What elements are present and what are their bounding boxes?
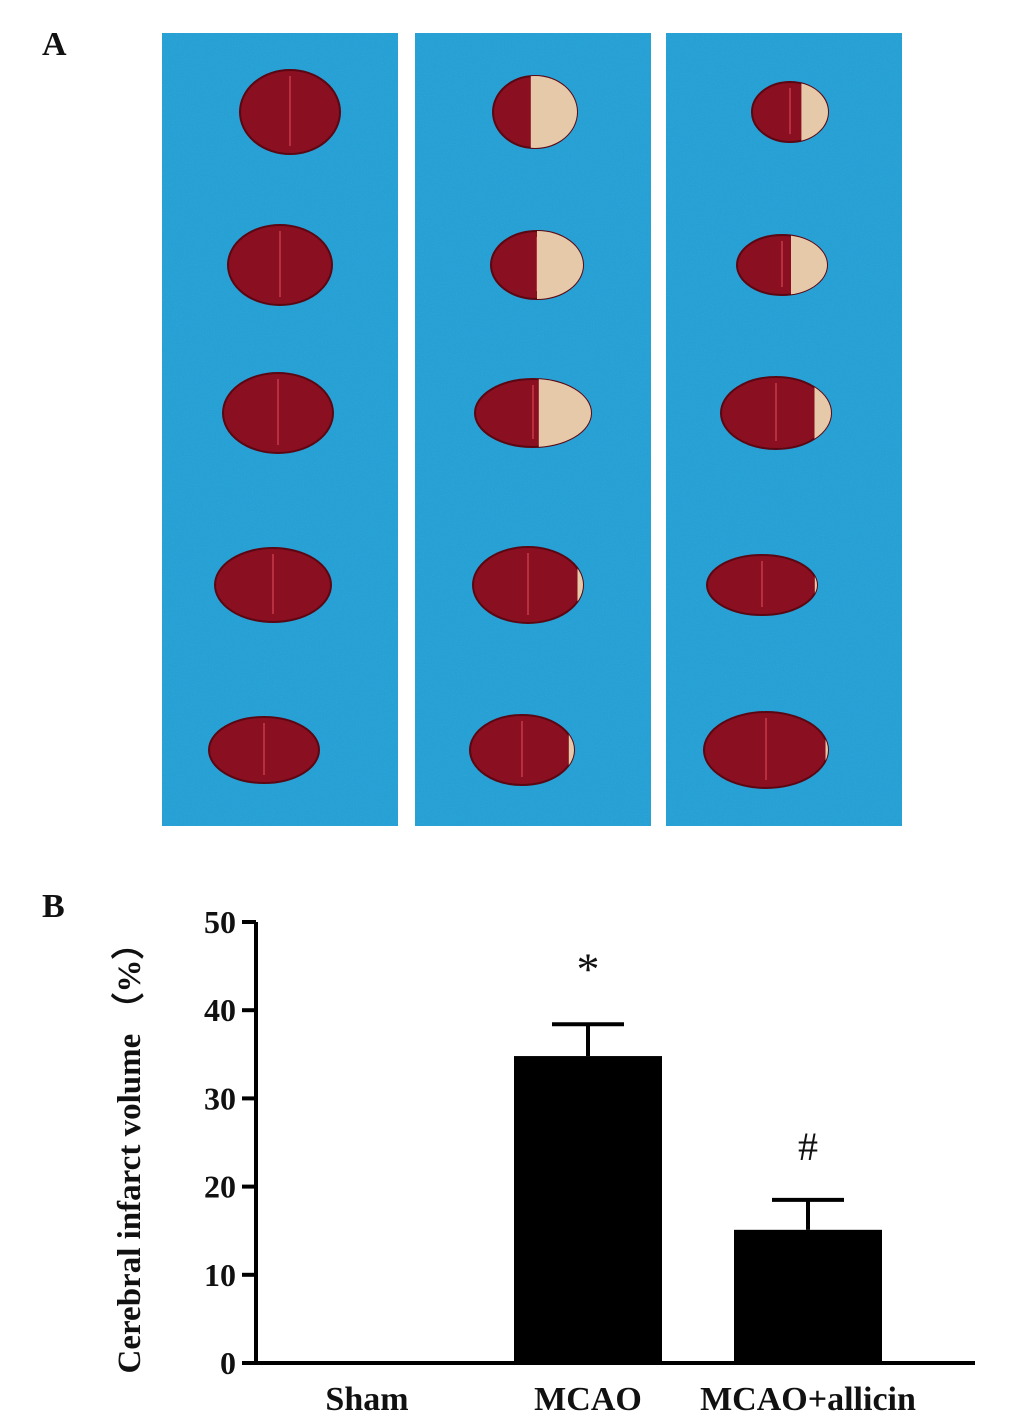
panel-a-label: A — [42, 26, 67, 63]
brain-slice — [222, 372, 334, 454]
bar-mcao — [514, 1056, 662, 1363]
infarct-area — [568, 715, 574, 785]
y-axis-label: Cerebral infarct volume （%） — [111, 927, 148, 1374]
slice-column — [162, 33, 398, 826]
y-tick-label: 40 — [204, 992, 236, 1028]
brain-slice — [703, 711, 829, 789]
brain-slice — [214, 547, 332, 623]
y-tick-label: 0 — [220, 1345, 236, 1381]
significance-marker: # — [798, 1124, 818, 1169]
x-tick-label: MCAO+allicin — [700, 1381, 916, 1418]
y-tick-label: 10 — [204, 1257, 236, 1293]
y-tick-label: 20 — [204, 1169, 236, 1205]
y-tick-label: 30 — [204, 1080, 236, 1116]
x-tick-label: MCAO — [534, 1381, 642, 1418]
infarct-area — [577, 547, 583, 623]
brain-slice — [239, 69, 341, 155]
brain-slice — [469, 714, 575, 786]
infarct-area — [825, 712, 828, 788]
slice-column — [415, 33, 651, 826]
significance-marker: * — [577, 943, 600, 994]
brain-slice — [208, 716, 320, 784]
panel-b-label: B — [42, 888, 65, 925]
x-tick-label: Sham — [325, 1381, 408, 1418]
bar-mcao-allicin — [734, 1229, 882, 1363]
brain-slice — [472, 546, 584, 624]
brain-slice — [227, 224, 333, 306]
infarct-area — [814, 555, 817, 615]
brain-slice — [706, 554, 818, 616]
slice-column — [666, 33, 902, 826]
y-tick-label: 50 — [204, 904, 236, 940]
brain-slice — [736, 234, 828, 296]
brain-slices-photo — [162, 33, 902, 826]
brain-slice — [492, 75, 578, 149]
